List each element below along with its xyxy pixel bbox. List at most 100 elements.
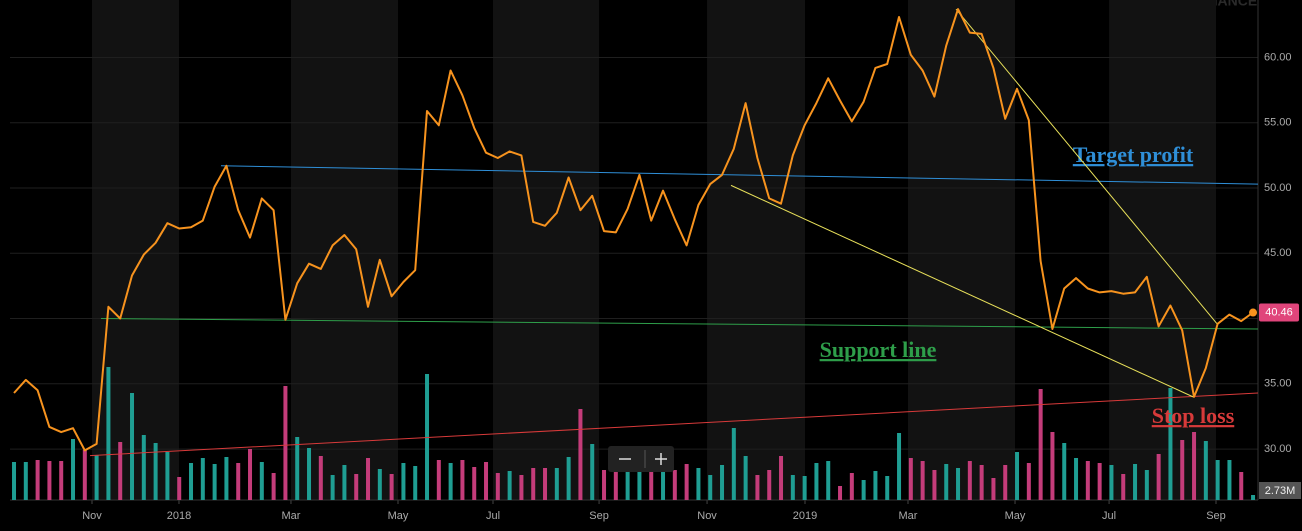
volume-bar	[826, 461, 831, 500]
volume-bar	[767, 470, 772, 500]
y-tick-label: 50.00	[1264, 182, 1292, 194]
volume-bar	[838, 486, 843, 500]
volume-bar	[1097, 463, 1102, 500]
volume-bar	[779, 456, 784, 500]
volume-bar	[200, 458, 205, 500]
volume-bar	[967, 461, 972, 500]
price-tag	[1259, 303, 1299, 322]
volume-bar	[625, 470, 630, 500]
volume-bar	[130, 393, 135, 500]
volume-bar	[377, 469, 382, 500]
volume-bar	[366, 458, 371, 500]
volume-bar	[602, 470, 607, 500]
trendline	[100, 318, 1259, 330]
volume-bar	[189, 463, 194, 500]
y-tick-label: 55.00	[1264, 117, 1292, 129]
volume-bar	[425, 374, 430, 500]
volume-bar	[661, 470, 666, 500]
trendline	[730, 184, 1194, 398]
annotation: Target profit	[1073, 142, 1194, 167]
y-tick-label: 30.00	[1264, 443, 1292, 455]
last-point	[1249, 308, 1258, 317]
volume-bar	[590, 444, 595, 500]
volume-bar	[1227, 460, 1232, 500]
volume-bar	[118, 442, 123, 500]
volume-bar	[956, 468, 961, 500]
volume-bar	[436, 460, 441, 500]
x-tick-label: Mar	[281, 510, 300, 522]
x-tick-label: 2018	[167, 510, 191, 522]
annotation: Stop loss	[1152, 403, 1235, 428]
volume-bar	[1156, 454, 1161, 500]
volume-bar	[1121, 474, 1126, 500]
volume-bar	[212, 464, 217, 500]
volume-bar	[1109, 465, 1114, 500]
volume-bar	[849, 473, 854, 500]
volume-bar	[1085, 461, 1090, 500]
volume-bar	[472, 467, 477, 500]
volume-bar	[897, 433, 902, 500]
volume-bar	[944, 464, 949, 500]
x-tick-label: Nov	[697, 510, 717, 522]
volume-bar	[1180, 440, 1185, 500]
volume-bar	[1026, 463, 1031, 500]
volume-tag	[1259, 482, 1301, 499]
volume-bar	[23, 462, 28, 500]
volume-bar	[330, 475, 335, 500]
volume-bar	[318, 456, 323, 500]
volume-bar	[283, 386, 288, 500]
x-tick-label: Jul	[1102, 510, 1116, 522]
month-band	[707, 0, 805, 500]
volume-bar	[920, 461, 925, 500]
volume-bar	[47, 461, 52, 500]
y-tick-label: 60.00	[1264, 51, 1292, 63]
volume-bar	[979, 465, 984, 500]
volume-bar	[519, 475, 524, 500]
volume-bar	[1251, 495, 1256, 500]
volume-bar	[885, 476, 890, 500]
volume-bar	[401, 463, 406, 500]
volume-bar	[507, 471, 512, 500]
volume-bar	[259, 462, 264, 500]
price-line	[13, 8, 1254, 452]
volume-bar	[720, 465, 725, 500]
x-tick-label: Sep	[589, 510, 609, 522]
volume-bar	[307, 448, 312, 500]
month-band	[1109, 0, 1216, 500]
volume-bar	[495, 473, 500, 500]
volume-bar	[141, 435, 146, 500]
volume-bar	[531, 468, 536, 500]
volume-bar	[342, 465, 347, 500]
volume-bar	[672, 470, 677, 500]
x-tick-label: Sep	[1206, 510, 1226, 522]
volume-bar	[613, 470, 618, 500]
month-band	[492, 0, 600, 500]
volume-bar	[1003, 465, 1008, 500]
price-tag-label: 40.46	[1265, 306, 1293, 318]
y-tick-label: 35.00	[1264, 378, 1292, 390]
volume-tag-label: 2.73M	[1265, 485, 1296, 497]
volume-bar	[991, 478, 996, 500]
watermark: FINANCE	[1195, 0, 1257, 9]
volume-bar	[566, 457, 571, 500]
volume-bar	[1144, 470, 1149, 500]
volume-bar	[1038, 389, 1043, 500]
volume-bar	[1133, 464, 1138, 500]
volume-bar	[484, 462, 489, 500]
volume-bar	[1168, 388, 1173, 500]
volume-bar	[743, 456, 748, 500]
trendline	[89, 392, 1259, 457]
volume-bar	[802, 476, 807, 500]
volume-bar	[35, 460, 40, 500]
volume-bar	[908, 458, 913, 500]
volume-bar	[731, 428, 736, 500]
volume-bar	[1192, 432, 1197, 500]
volume-bar	[696, 468, 701, 500]
x-tick-label: Mar	[899, 510, 918, 522]
volume-bar	[236, 463, 241, 500]
x-tick-label: Jul	[486, 510, 500, 522]
volume-bar	[94, 455, 99, 500]
month-band	[290, 0, 398, 500]
x-tick-label: May	[1005, 510, 1026, 522]
